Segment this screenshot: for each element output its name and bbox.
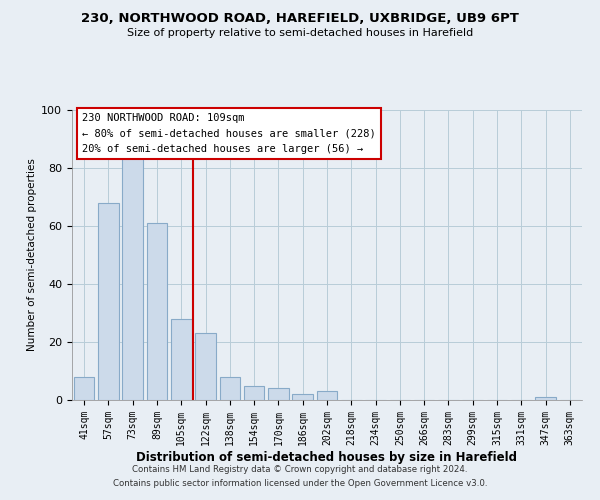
Bar: [98, 203, 119, 400]
Bar: [74, 377, 94, 400]
Bar: [535, 397, 556, 400]
Bar: [122, 156, 143, 400]
Bar: [292, 394, 313, 400]
Bar: [317, 392, 337, 400]
Text: 230, NORTHWOOD ROAD, HAREFIELD, UXBRIDGE, UB9 6PT: 230, NORTHWOOD ROAD, HAREFIELD, UXBRIDGE…: [81, 12, 519, 26]
Text: 230 NORTHWOOD ROAD: 109sqm
← 80% of semi-detached houses are smaller (228)
20% o: 230 NORTHWOOD ROAD: 109sqm ← 80% of semi…: [82, 113, 376, 154]
X-axis label: Distribution of semi-detached houses by size in Harefield: Distribution of semi-detached houses by …: [137, 450, 517, 464]
Bar: [195, 334, 216, 400]
Bar: [268, 388, 289, 400]
Y-axis label: Number of semi-detached properties: Number of semi-detached properties: [27, 158, 37, 352]
Bar: [244, 386, 265, 400]
Text: Contains HM Land Registry data © Crown copyright and database right 2024.
Contai: Contains HM Land Registry data © Crown c…: [113, 466, 487, 487]
Bar: [146, 223, 167, 400]
Bar: [171, 319, 191, 400]
Text: Size of property relative to semi-detached houses in Harefield: Size of property relative to semi-detach…: [127, 28, 473, 38]
Bar: [220, 377, 240, 400]
